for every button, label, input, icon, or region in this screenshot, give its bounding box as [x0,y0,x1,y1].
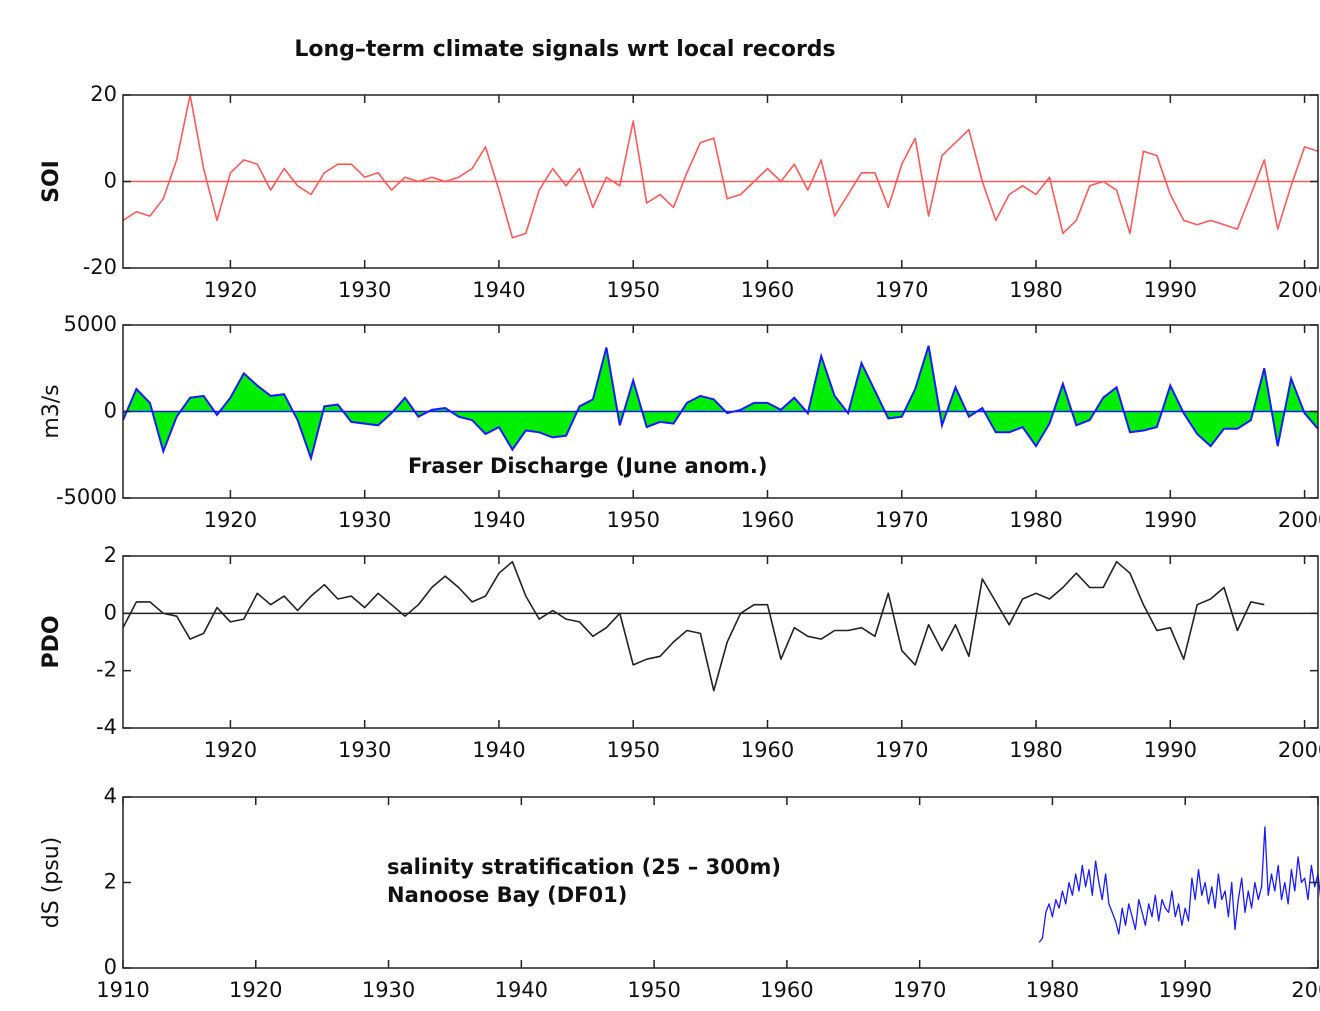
x-tick-label: 1950 [606,508,659,532]
axes-frame [122,555,1319,729]
line [122,560,1265,692]
line [1038,826,1320,943]
x-tick-label: 1910 [96,978,149,1002]
y-tick-label: 0 [104,169,117,193]
x-tick-label: 1950 [627,978,680,1002]
annotation: Fraser Discharge (June anom.) [408,454,767,478]
line [122,345,1319,462]
y-tick-label: 0 [104,399,117,423]
y-axis-label: dS (psu) [39,837,64,928]
y-axis-label: SOI [39,160,64,203]
x-tick-label: 1930 [338,508,391,532]
x-tick-label: 2000 [1278,508,1320,532]
x-tick-label: 1930 [338,738,391,762]
x-tick-label: 1960 [741,738,794,762]
x-tick-label: 1970 [893,978,946,1002]
x-tick-label: 1920 [204,508,257,532]
x-tick-label: 1980 [1009,278,1062,302]
x-tick-label: 1930 [362,978,415,1002]
x-tick-label: 1930 [338,278,391,302]
chart-title: Long–term climate signals wrt local reco… [294,37,835,62]
annotation: Nanoose Bay (DF01) [387,883,627,907]
x-tick-label: 1960 [760,978,813,1002]
x-tick-label: 1970 [875,278,928,302]
y-tick-label: 2 [104,870,117,894]
x-tick-label: 1920 [204,738,257,762]
x-tick-label: 1920 [229,978,282,1002]
y-tick-label: 5000 [64,312,117,336]
x-tick-label: 1950 [606,738,659,762]
x-tick-label: 1990 [1144,508,1197,532]
y-tick-label: -5000 [56,485,117,509]
axes-frame [122,796,1319,969]
x-tick-label: 1990 [1144,738,1197,762]
x-tick-label: 1970 [875,738,928,762]
y-tick-label: 2 [104,543,117,567]
x-tick-label: 1940 [495,978,548,1002]
y-axis-label: m3/s [39,384,64,438]
y-tick-label: -4 [96,715,117,739]
area [123,345,1318,459]
y-tick-label: 0 [104,955,117,979]
y-tick-label: 20 [90,82,117,106]
y-tick-label: -2 [96,658,117,682]
x-tick-label: 1960 [741,278,794,302]
x-tick-label: 1980 [1009,738,1062,762]
x-tick-label: 1980 [1009,508,1062,532]
x-tick-label: 1920 [204,278,257,302]
x-tick-label: 1960 [741,508,794,532]
x-tick-label: 1940 [472,508,525,532]
x-tick-label: 1940 [472,278,525,302]
x-tick-label: 1990 [1158,978,1211,1002]
y-tick-label: 0 [104,600,117,624]
y-tick-label: -20 [83,255,117,279]
x-tick-label: 2000 [1278,738,1320,762]
y-axis-label: PDO [39,615,64,668]
y-tick-label: 4 [104,784,117,808]
annotation: salinity stratification (25 – 300m) [387,855,781,879]
x-tick-label: 2000 [1278,278,1320,302]
x-tick-label: 1950 [606,278,659,302]
x-tick-label: 1990 [1144,278,1197,302]
line [122,94,1319,239]
x-tick-label: 2000 [1291,978,1320,1002]
x-tick-label: 1970 [875,508,928,532]
x-tick-label: 1980 [1026,978,1079,1002]
x-tick-label: 1940 [472,738,525,762]
